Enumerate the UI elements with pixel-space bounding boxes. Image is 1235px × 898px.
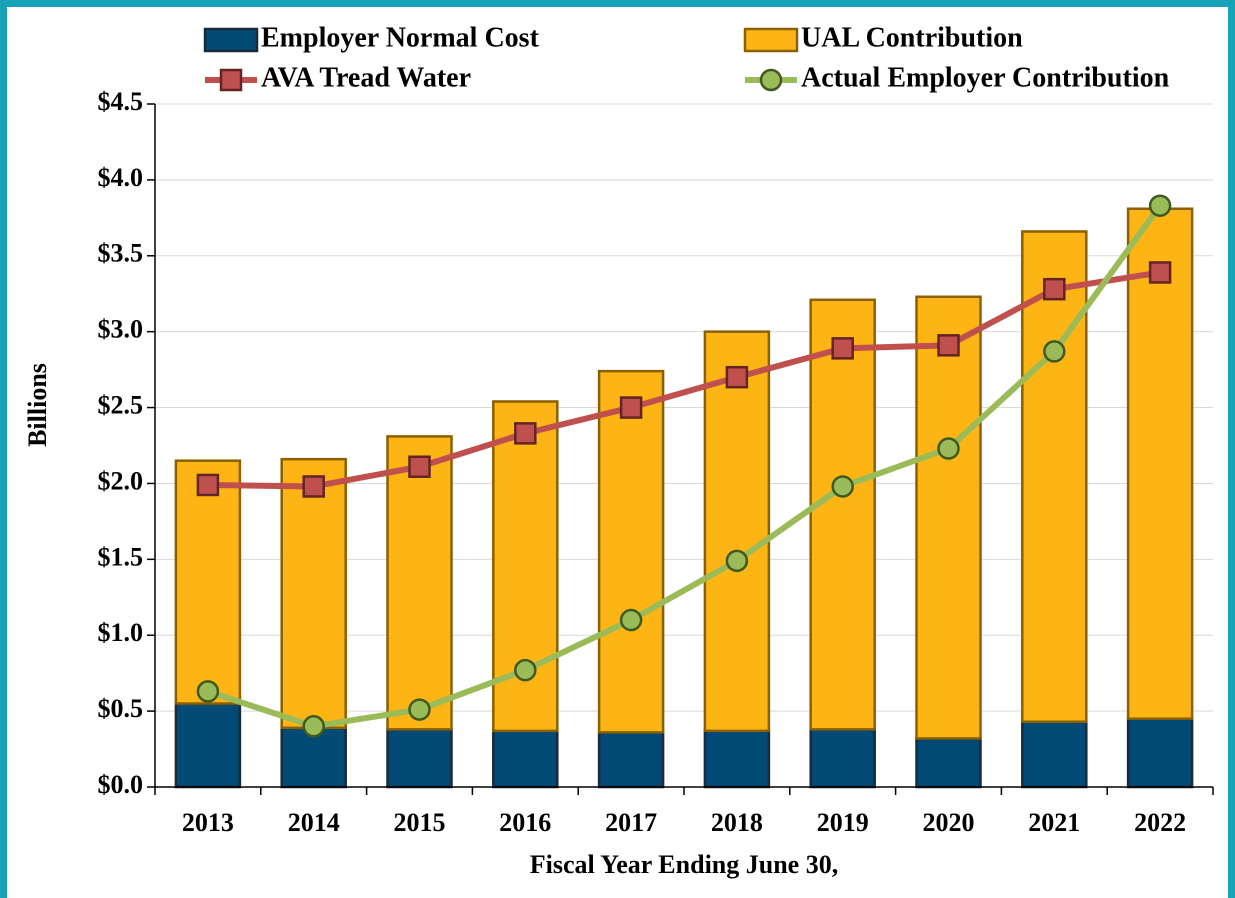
- marker: [302, 715, 325, 738]
- bar: [809, 728, 876, 789]
- legend-label: UAL Contribution: [801, 22, 1023, 53]
- bar: [386, 728, 453, 789]
- x-axis-title: Fiscal Year Ending June 30,: [530, 850, 838, 879]
- bar: [280, 457, 347, 730]
- marker: [514, 658, 537, 682]
- x-tick-label: 2019: [817, 808, 869, 837]
- y-tick-label: $0.5: [98, 694, 144, 723]
- bar: [1021, 720, 1088, 789]
- marker: [831, 475, 854, 498]
- legend-item: Actual Employer Contribution: [745, 62, 1170, 93]
- x-tick-label: 2018: [711, 808, 763, 837]
- marker: [831, 337, 854, 360]
- bar: [915, 737, 982, 789]
- y-tick-label: $1.0: [98, 618, 144, 647]
- legend-swatch: [743, 27, 799, 53]
- x-tick-label: 2020: [923, 808, 975, 837]
- bar: [174, 702, 242, 789]
- marker: [937, 334, 960, 357]
- bar: [597, 369, 665, 734]
- marker: [408, 698, 431, 721]
- y-tick-label: $3.5: [98, 239, 144, 268]
- bar: [703, 729, 771, 789]
- marker: [1148, 194, 1172, 217]
- x-tick-label: 2017: [605, 808, 657, 837]
- legend-item: Employer Normal Cost: [203, 22, 540, 53]
- y-tick-label: $0.0: [98, 770, 144, 799]
- bar: [703, 330, 771, 733]
- marker: [937, 437, 960, 460]
- marker: [302, 475, 325, 498]
- marker: [619, 396, 643, 419]
- marker: [725, 549, 749, 573]
- bar: [597, 731, 665, 789]
- legend-item: AVA Tread Water: [205, 62, 471, 93]
- marker: [196, 473, 220, 497]
- bar: [1021, 230, 1088, 723]
- legend-marker: [759, 68, 783, 92]
- bar: [386, 435, 453, 731]
- y-tick-label: $2.5: [98, 391, 144, 420]
- marker: [725, 365, 749, 389]
- marker: [1148, 261, 1172, 284]
- legend-label: AVA Tread Water: [261, 62, 471, 93]
- y-tick-label: $3.0: [98, 315, 144, 344]
- y-tick-label: $2.0: [98, 466, 144, 495]
- line: [206, 203, 1163, 730]
- legend-item: UAL Contribution: [743, 22, 1023, 53]
- legend-label: Actual Employer Contribution: [801, 62, 1170, 93]
- y-tick-label: $1.5: [98, 542, 144, 571]
- marker: [196, 680, 220, 703]
- marker: [619, 608, 643, 632]
- bar: [1126, 717, 1194, 789]
- y-tick-label: $4.0: [98, 163, 144, 192]
- x-tick-label: 2022: [1134, 808, 1186, 837]
- bar: [915, 295, 982, 740]
- x-tick-label: 2013: [182, 808, 234, 837]
- x-tick-label: 2014: [288, 808, 340, 837]
- x-tick-label: 2015: [394, 808, 446, 837]
- legend-label: Employer Normal Cost: [261, 22, 540, 53]
- line: [207, 269, 1161, 490]
- y-axis-title: Billions: [23, 363, 52, 447]
- legend-marker: [219, 68, 243, 92]
- marker: [514, 422, 537, 445]
- bar: [492, 729, 559, 789]
- x-tick-label: 2021: [1028, 808, 1080, 837]
- marker: [408, 455, 431, 478]
- y-tick-label: $4.5: [98, 87, 144, 116]
- marker: [1043, 340, 1066, 363]
- bar: [1126, 207, 1194, 720]
- x-tick-label: 2016: [499, 808, 551, 837]
- bar: [174, 459, 242, 705]
- legend-swatch: [203, 27, 259, 53]
- marker: [1043, 277, 1066, 301]
- bar: [809, 298, 876, 731]
